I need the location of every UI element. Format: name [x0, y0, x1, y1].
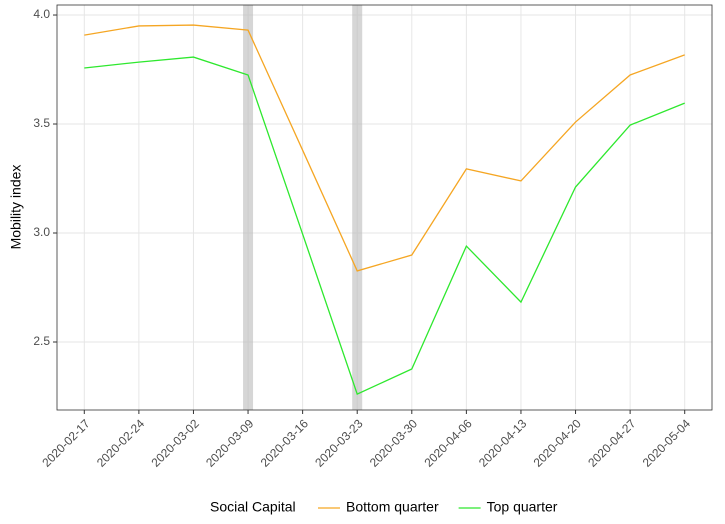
x-tick-label: 2020-04-06	[421, 416, 475, 470]
y-tick-label: 3.5	[33, 116, 50, 130]
panel-border	[56, 4, 713, 411]
x-tick-label: 2020-03-16	[258, 416, 312, 470]
y-tick-label: 3.0	[33, 225, 50, 239]
y-axis-label: Mobility index	[8, 165, 24, 250]
y-tick-label: 2.5	[33, 334, 50, 348]
x-tick-label: 2020-02-24	[94, 416, 148, 470]
x-tick-label: 2020-03-23	[312, 416, 366, 470]
highlight-band	[352, 5, 363, 410]
x-tick-label: 2020-02-17	[39, 416, 93, 470]
x-tick-label: 2020-03-02	[149, 416, 203, 470]
y-tick-label: 4.0	[33, 7, 50, 21]
x-tick-label: 2020-04-20	[531, 416, 585, 470]
panel	[57, 5, 712, 410]
legend-title: Social Capital	[210, 499, 296, 515]
x-tick-label: 2020-04-13	[476, 416, 530, 470]
x-tick-label: 2020-05-04	[640, 416, 694, 470]
legend-label: Bottom quarter	[346, 499, 439, 515]
x-tick-label: 2020-03-30	[367, 416, 421, 470]
x-tick-label: 2020-03-09	[203, 416, 257, 470]
series-line	[84, 56, 685, 395]
x-tick-label: 2020-04-27	[585, 416, 639, 470]
series-line	[84, 24, 685, 272]
highlight-band	[243, 5, 254, 410]
legend-label: Top quarter	[487, 499, 558, 515]
